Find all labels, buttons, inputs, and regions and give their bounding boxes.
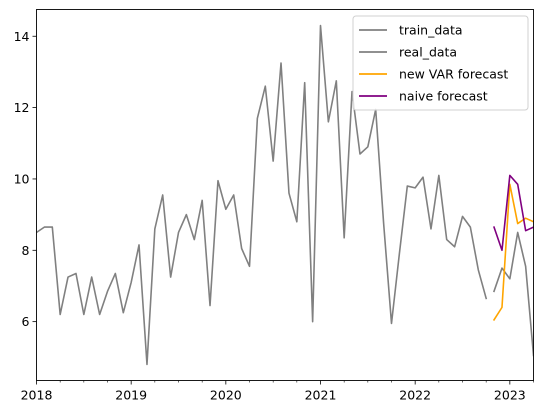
series-lines <box>36 24 534 366</box>
legend-label: real_data <box>399 45 457 60</box>
legend-label: new VAR forecast <box>399 67 508 82</box>
axis-ticks: 2018 2019 2020 2021 2022 2023 6 8 10 12 14 <box>14 29 534 403</box>
x-tick-label: 2023 <box>494 388 526 403</box>
plot-frame <box>36 9 534 381</box>
legend-box <box>352 15 529 111</box>
x-tick-label: 2018 <box>21 388 53 403</box>
x-tick-label: 2019 <box>115 388 147 403</box>
x-tick-label: 2021 <box>305 388 337 403</box>
series-line-2 <box>492 183 534 321</box>
legend-label: naive forecast <box>399 89 488 104</box>
y-tick-label: 10 <box>14 171 30 186</box>
y-tick-label: 12 <box>14 100 30 115</box>
x-tick-label: 2022 <box>399 388 431 403</box>
y-tick-label: 6 <box>22 314 30 329</box>
series-line-3 <box>493 174 534 252</box>
y-tick-label: 8 <box>22 243 30 258</box>
x-tick-label: 2020 <box>210 388 242 403</box>
series-line-0 <box>36 24 488 366</box>
series-line-1 <box>493 231 534 357</box>
y-tick-label: 14 <box>14 29 30 44</box>
legend-label: train_data <box>399 23 463 38</box>
